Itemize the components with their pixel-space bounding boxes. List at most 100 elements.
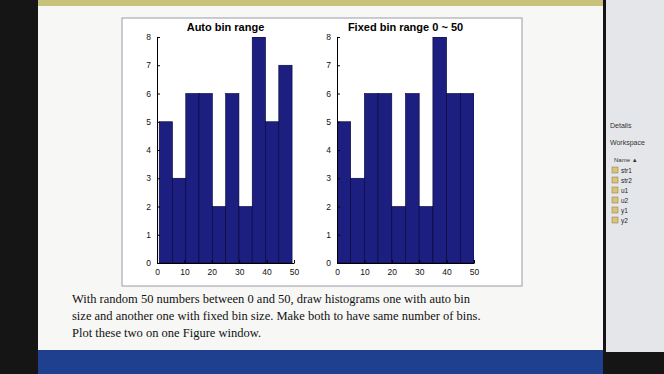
y-tick: 3 xyxy=(146,173,160,183)
bar xyxy=(199,94,212,264)
y-axis: 0 1 2 3 4 5 6 7 8 xyxy=(326,32,340,268)
x-tick-label: 30 xyxy=(235,267,245,277)
bar xyxy=(186,94,199,264)
x-tick-label: 0 xyxy=(335,267,340,277)
x-tick-mark xyxy=(364,260,365,263)
bar xyxy=(266,122,279,263)
bar xyxy=(159,122,172,263)
variable-icon xyxy=(612,197,618,203)
x-tick: 10 xyxy=(360,260,370,277)
x-tick-label: 10 xyxy=(360,267,370,277)
x-tick-label: 40 xyxy=(262,267,272,277)
variable-icon xyxy=(612,217,618,223)
y-tick: 7 xyxy=(146,60,160,70)
y-tick: 2 xyxy=(146,202,160,212)
y-tick-label: 1 xyxy=(146,230,151,240)
x-tick-label: 50 xyxy=(470,267,480,277)
variable-name: u2 xyxy=(621,197,629,204)
chart: 01020304050012345678Auto bin range xyxy=(146,21,299,277)
plot-area xyxy=(337,37,474,263)
y-tick-mark xyxy=(157,263,160,264)
y-tick: 0 xyxy=(326,258,340,268)
y-tick-mark xyxy=(157,207,160,208)
y-tick: 8 xyxy=(326,32,340,42)
x-axis-line xyxy=(158,263,295,264)
y-tick-mark xyxy=(337,94,340,95)
bar xyxy=(351,178,365,263)
x-tick: 30 xyxy=(235,260,245,277)
variable-name: str2 xyxy=(621,177,632,184)
x-tick-label: 10 xyxy=(180,267,190,277)
variable-name: y1 xyxy=(621,207,628,215)
y-tick-mark xyxy=(337,122,340,123)
bar xyxy=(226,94,239,264)
y-tick: 5 xyxy=(146,117,160,127)
y-tick: 6 xyxy=(146,89,160,99)
y-tick-label: 6 xyxy=(146,89,151,99)
y-tick: 4 xyxy=(326,145,340,155)
y-axis: 0 1 2 3 4 5 6 7 8 xyxy=(146,32,160,268)
y-tick-label: 4 xyxy=(326,145,331,155)
y-tick-mark xyxy=(337,65,340,66)
y-tick: 6 xyxy=(326,89,340,99)
figure-window xyxy=(122,18,522,286)
bar xyxy=(337,122,351,263)
slide-background xyxy=(38,0,603,352)
bar xyxy=(239,207,252,264)
x-axis: 01020304050 xyxy=(155,260,299,277)
x-tick-mark xyxy=(392,260,393,263)
x-tick-label: 20 xyxy=(208,267,218,277)
y-tick-label: 2 xyxy=(326,202,331,212)
x-tick-mark xyxy=(239,260,240,263)
y-tick-label: 4 xyxy=(146,145,151,155)
x-tick: 20 xyxy=(208,260,218,277)
y-tick-label: 0 xyxy=(326,258,331,268)
x-tick-label: 30 xyxy=(415,267,425,277)
y-tick-label: 6 xyxy=(326,89,331,99)
bar xyxy=(433,37,447,263)
y-tick-label: 0 xyxy=(146,258,151,268)
bar xyxy=(419,207,433,264)
y-tick: 1 xyxy=(326,230,340,240)
x-tick-mark xyxy=(184,260,185,263)
y-tick: 7 xyxy=(326,60,340,70)
x-tick-label: 50 xyxy=(290,267,300,277)
caption-line: Plot these two on one Figure window. xyxy=(72,326,261,340)
bar xyxy=(406,94,420,264)
bar xyxy=(252,37,265,263)
y-tick: 3 xyxy=(326,173,340,183)
variable-name: str1 xyxy=(621,167,632,174)
bars xyxy=(159,37,292,263)
y-tick-label: 8 xyxy=(146,32,151,42)
variable-icon xyxy=(612,187,618,193)
x-tick-mark xyxy=(212,260,213,263)
bar xyxy=(364,94,378,264)
y-tick-label: 1 xyxy=(326,230,331,240)
x-tick-label: 20 xyxy=(388,267,398,277)
y-tick-label: 5 xyxy=(326,117,331,127)
sidebar-section: Workspace xyxy=(610,139,645,147)
x-tick-mark xyxy=(267,260,268,263)
y-tick: 4 xyxy=(146,145,160,155)
caption-line: size and another one with fixed bin size… xyxy=(72,309,481,323)
slide-top-strip xyxy=(38,0,603,6)
slide-footer xyxy=(38,350,603,374)
x-tick: 40 xyxy=(442,260,452,277)
y-tick-mark xyxy=(157,150,160,151)
y-tick-mark xyxy=(337,235,340,236)
x-tick: 50 xyxy=(290,260,300,277)
y-tick-label: 7 xyxy=(326,60,331,70)
y-tick: 2 xyxy=(326,202,340,212)
bar xyxy=(172,178,185,263)
y-tick-mark xyxy=(157,65,160,66)
y-tick-mark xyxy=(157,235,160,236)
y-tick: 0 xyxy=(146,258,160,268)
y-tick-mark xyxy=(337,178,340,179)
y-tick-label: 3 xyxy=(326,173,331,183)
variable-name: u1 xyxy=(621,187,629,194)
chart: 01020304050012345678Fixed bin range 0 ~ … xyxy=(326,21,479,277)
y-tick: 1 xyxy=(146,230,160,240)
x-tick-mark xyxy=(474,260,475,263)
x-tick: 10 xyxy=(180,260,190,277)
bar xyxy=(378,94,392,264)
